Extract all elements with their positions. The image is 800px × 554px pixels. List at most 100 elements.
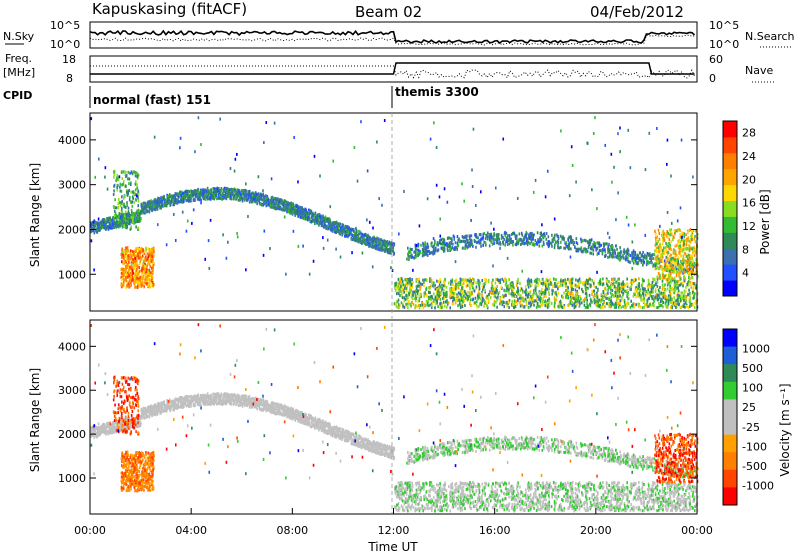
power-echo (413, 297, 416, 301)
power-echo (607, 251, 609, 255)
power-echo (436, 298, 439, 302)
beam-label: Beam 02 (355, 3, 422, 21)
power-echo (584, 283, 587, 287)
power-echo (381, 246, 384, 250)
power-echo (505, 240, 507, 244)
power-echo (569, 292, 572, 296)
power-echo (125, 273, 128, 277)
power-echo (242, 189, 245, 193)
power-echo (417, 299, 419, 303)
power-echo (626, 277, 629, 281)
power-echo (151, 206, 153, 210)
power-echo (333, 227, 335, 231)
power-echo (585, 291, 587, 295)
power-echo (436, 279, 438, 283)
power-echo (506, 285, 509, 289)
power-echo (130, 201, 132, 205)
power-echo (676, 280, 678, 284)
power-echo (466, 284, 469, 288)
power-echo (673, 279, 676, 283)
power-echo (153, 199, 156, 203)
power-echo (546, 284, 549, 288)
power-echo (90, 221, 92, 225)
power-echo (500, 236, 503, 240)
noise-sky-trace (89, 29, 696, 45)
power-echo (120, 219, 122, 223)
power-echo (240, 192, 242, 196)
power-echo (459, 306, 462, 310)
power-echo (476, 241, 478, 245)
power-echo (423, 253, 426, 257)
power-echo (149, 204, 152, 208)
power-echo (122, 276, 125, 280)
power-echo (441, 246, 443, 250)
power-echo (183, 191, 186, 195)
power-echo (454, 279, 456, 283)
power-echo (589, 241, 592, 245)
power-echo (361, 241, 363, 245)
power-echo (525, 241, 528, 245)
power-echo (159, 200, 161, 204)
power-echo (631, 257, 633, 261)
power-echo (209, 191, 211, 195)
power-echo (166, 202, 169, 206)
power-echo (245, 192, 247, 196)
power-echo (215, 197, 218, 201)
power-echo (506, 287, 509, 291)
power-echo (437, 285, 440, 289)
power-echo (415, 285, 418, 289)
power-echo (338, 224, 341, 228)
power-echo (314, 222, 316, 226)
power-echo (620, 249, 622, 253)
power-echo (404, 284, 406, 288)
power-echo (124, 210, 127, 214)
power-echo (639, 293, 642, 297)
power-echo (439, 280, 442, 284)
power-echo (148, 268, 151, 272)
power-echo (453, 291, 456, 295)
power-echo (450, 279, 452, 283)
power-echo (643, 255, 646, 259)
power-echo (329, 223, 332, 227)
power-echo (146, 278, 148, 282)
power-echo (468, 294, 471, 298)
power-echo (418, 306, 421, 310)
power-echo (107, 227, 110, 231)
power-echo (478, 292, 480, 296)
power-echo (352, 238, 355, 242)
power-echo (116, 217, 119, 221)
power-echo (128, 273, 130, 277)
power-echo (649, 252, 651, 256)
power-echo (123, 202, 125, 206)
power-echo (130, 254, 133, 258)
power-echo (151, 268, 153, 272)
power-echo (397, 303, 400, 307)
power-echo (574, 304, 577, 308)
power-echo (131, 258, 133, 262)
power-echo (547, 298, 549, 302)
power-echo (632, 302, 634, 306)
power-echo (622, 282, 625, 286)
power-echo (128, 279, 131, 283)
power-echo (202, 188, 204, 192)
power-echo (675, 286, 678, 290)
power-echo (603, 254, 606, 258)
power-echo (230, 195, 232, 199)
power-echo (601, 305, 604, 309)
power-echo (93, 231, 96, 235)
power-echo (123, 268, 126, 272)
power-echo (281, 203, 284, 207)
power-echo (622, 291, 625, 295)
power-echo (533, 303, 535, 307)
power-echo (417, 248, 420, 252)
power-echo (138, 247, 141, 251)
power-echo (407, 306, 409, 310)
power-echo (484, 281, 487, 285)
power-echo (210, 189, 213, 193)
power-echo (526, 279, 529, 283)
power-echo (565, 280, 567, 284)
power-echo (523, 235, 526, 239)
power-echo (174, 192, 177, 196)
power-echo (632, 292, 635, 296)
